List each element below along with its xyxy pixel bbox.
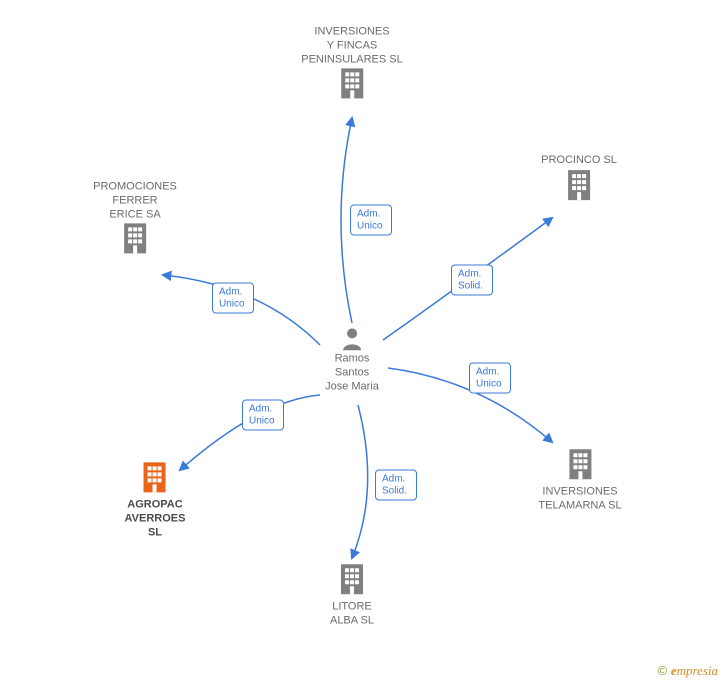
building-icon <box>301 67 402 101</box>
edge-label: Adm. Unico <box>350 205 392 236</box>
person-icon <box>325 326 379 350</box>
company-node-inv_fincas: INVERSIONES Y FINCAS PENINSULARES SL <box>301 25 402 104</box>
brand-name: empresia <box>671 663 718 678</box>
watermark: © empresia <box>658 663 718 679</box>
company-label: LITORE ALBA SL <box>330 600 374 628</box>
company-label: AGROPAC AVERROES SL <box>125 498 186 539</box>
edge-path <box>352 405 368 558</box>
building-icon <box>541 168 617 202</box>
company-node-litore: LITORE ALBA SL <box>330 562 374 628</box>
edge-label: Adm. Solid. <box>375 470 417 501</box>
edge-label: Adm. Unico <box>212 283 254 314</box>
building-icon <box>93 222 177 256</box>
company-node-telamarna: INVERSIONES TELAMARNA SL <box>538 447 621 513</box>
building-icon <box>125 460 186 494</box>
edge-label: Adm. Solid. <box>451 265 493 296</box>
center-label: Ramos Santos Jose Maria <box>325 352 379 393</box>
copyright-symbol: © <box>658 663 668 678</box>
center-person-node: Ramos Santos Jose Maria <box>325 326 379 393</box>
edge-label: Adm. Unico <box>242 400 284 431</box>
edge-label: Adm. Unico <box>469 363 511 394</box>
company-label: PROCINCO SL <box>541 154 617 168</box>
building-icon <box>330 562 374 596</box>
company-node-procinco: PROCINCO SL <box>541 154 617 206</box>
company-label: INVERSIONES Y FINCAS PENINSULARES SL <box>301 25 402 66</box>
diagram-canvas: Ramos Santos Jose Maria INVERSIONES Y FIN… <box>0 0 728 685</box>
company-node-ferrer: PROMOCIONES FERRER ERICE SA <box>93 180 177 259</box>
company-label: INVERSIONES TELAMARNA SL <box>538 485 621 513</box>
company-node-agropac: AGROPAC AVERROES SL <box>125 460 186 539</box>
building-icon <box>538 447 621 481</box>
company-label: PROMOCIONES FERRER ERICE SA <box>93 180 177 221</box>
